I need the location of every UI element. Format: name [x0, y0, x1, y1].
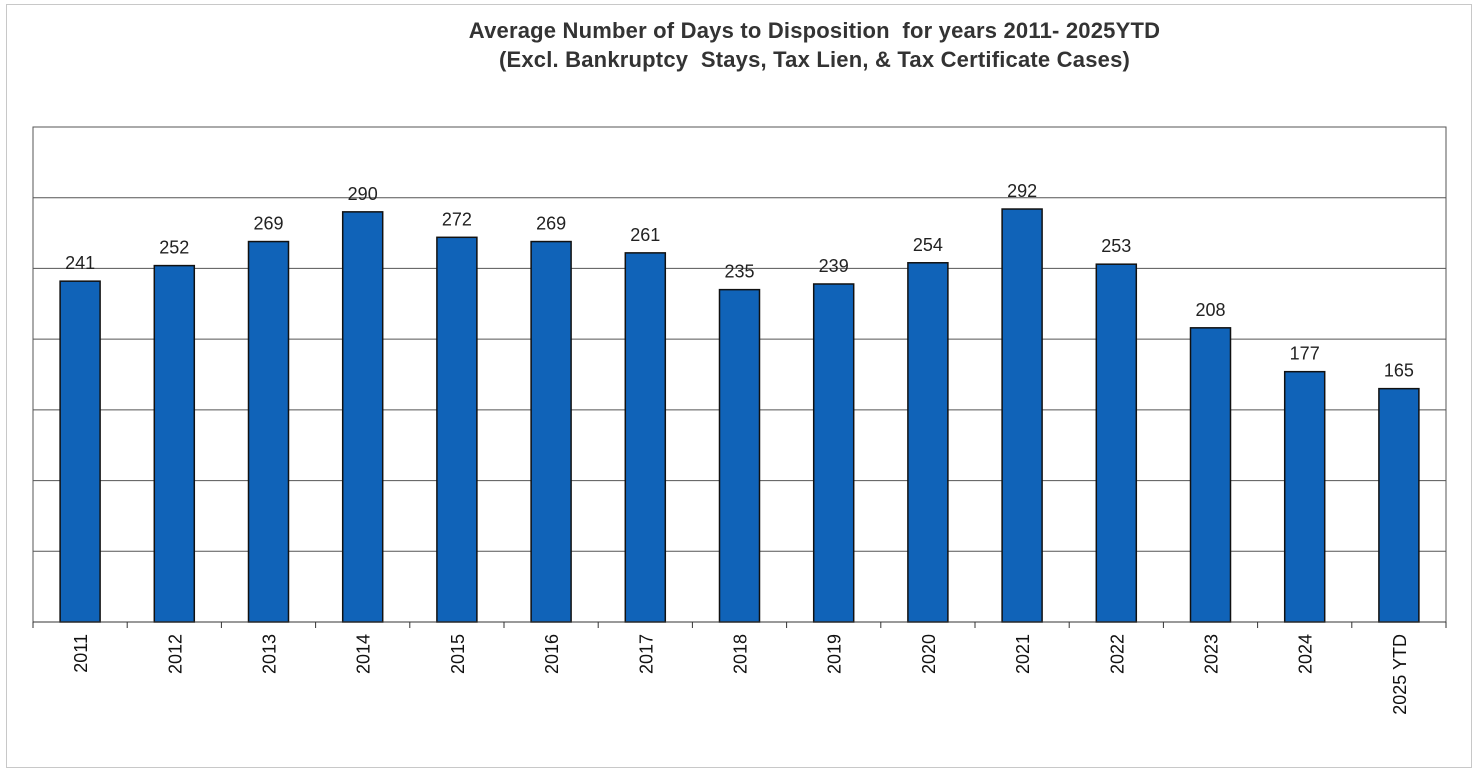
data-label: 254: [913, 235, 943, 255]
bar-2011: [59, 280, 101, 623]
bar-2025-ytd: [1378, 387, 1420, 623]
bar-2013: [247, 240, 290, 623]
data-label: 239: [819, 256, 849, 276]
x-tick-label: 2013: [260, 634, 280, 674]
chart-subtitle: (Excl. Bankruptcy Stays, Tax Lien, & Tax…: [498, 47, 1131, 72]
x-tick-label: 2023: [1202, 634, 1222, 674]
x-axis: 2011 2012 2013 2014 2015 2016 2017 2018 2019 2020…: [32, 621, 1447, 715]
bar-2016: [530, 240, 572, 623]
x-tick-label: 2025 YTD: [1390, 634, 1410, 715]
x-tick-label: 2021: [1013, 634, 1033, 674]
bar-2022: [1095, 263, 1138, 623]
x-tick-label: 2016: [542, 634, 562, 674]
bar-2018: [718, 288, 761, 623]
bars: [59, 208, 1420, 623]
data-label: 290: [348, 184, 378, 204]
x-tick-label: 2017: [636, 634, 656, 674]
x-tick-label: 2014: [354, 634, 374, 674]
data-labels: 241 252 269 290 272 269 261 235 239 254 292 253 208 1…: [65, 181, 1414, 381]
bar-2024: [1283, 370, 1326, 623]
data-label: 272: [442, 209, 472, 229]
data-label: 252: [159, 238, 189, 258]
data-label: 253: [1101, 236, 1131, 256]
chart-title: Average Number of Days to Disposition fo…: [468, 18, 1161, 43]
data-label: 269: [253, 214, 283, 234]
x-tick-label: 2011: [71, 634, 91, 673]
x-tick-label: 2022: [1107, 634, 1127, 674]
data-label: 269: [536, 214, 566, 234]
data-label: 235: [724, 262, 754, 282]
bar-2020: [907, 262, 949, 623]
x-tick-label: 2018: [731, 634, 751, 674]
data-label: 241: [65, 253, 95, 273]
data-label: 177: [1290, 344, 1320, 364]
bar-2017: [624, 252, 667, 623]
x-tick-label: 2020: [919, 634, 939, 674]
data-label: 292: [1007, 181, 1037, 201]
bar-2014: [341, 211, 384, 623]
x-tick-label: 2012: [165, 634, 185, 674]
bar-2023: [1189, 327, 1232, 623]
bar-2015: [436, 236, 478, 623]
x-tick-label: 2024: [1296, 634, 1316, 674]
bar-2019: [812, 283, 855, 623]
data-label: 208: [1195, 300, 1225, 320]
bar-2021: [1001, 208, 1043, 623]
data-label: 261: [630, 225, 660, 245]
chart-title-block: Average Number of Days to Disposition fo…: [0, 16, 1477, 74]
x-tick-label: 2019: [825, 634, 845, 674]
data-label: 165: [1384, 361, 1414, 381]
bar-2012: [153, 264, 196, 623]
x-tick-label: 2015: [448, 634, 468, 674]
